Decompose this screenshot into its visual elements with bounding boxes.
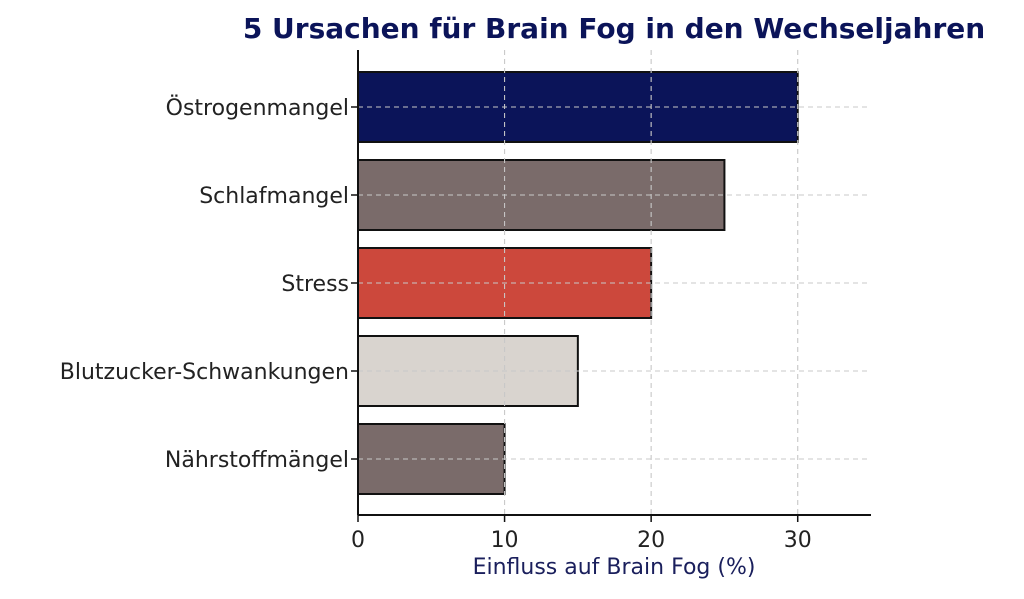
x-tick-label: 20 (637, 528, 665, 553)
x-axis-label: Einfluss auf Brain Fog (%) (473, 555, 756, 580)
category-labels: Östrogenmangel Schlafmangel Stress Blutzuck… (60, 95, 349, 473)
x-tick-labels: 0 10 20 30 (351, 528, 812, 553)
category-label: Stress (281, 272, 349, 297)
category-label: Östrogenmangel (166, 95, 349, 121)
category-label: Schlafmangel (199, 184, 349, 209)
category-label: Blutzucker-Schwankungen (60, 360, 349, 385)
x-tick-label: 0 (351, 528, 365, 553)
x-tick-label: 30 (784, 528, 812, 553)
grid-lines (504, 50, 799, 515)
category-label: Nährstoffmängel (165, 448, 349, 473)
chart-title: 5 Ursachen für Brain Fog in den Wechselj… (243, 12, 985, 45)
x-tick-label: 10 (491, 528, 519, 553)
